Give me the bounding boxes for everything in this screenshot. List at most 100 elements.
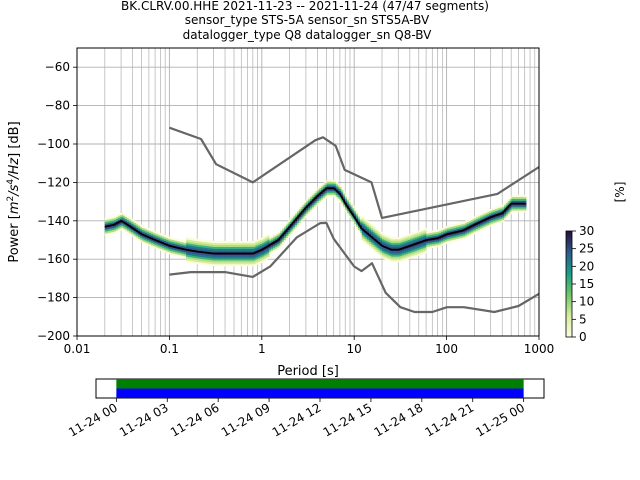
density-cell (199, 241, 202, 244)
density-cell (418, 245, 422, 248)
density-cell (345, 209, 348, 213)
density-cell (359, 224, 362, 228)
density-cell (487, 213, 490, 216)
density-cell (489, 214, 492, 218)
density-cell (524, 204, 527, 207)
y-tick-label: −200 (37, 329, 70, 343)
plot-background (77, 48, 539, 336)
density-cell (239, 264, 242, 267)
density-cell (472, 220, 475, 223)
density-cell (254, 253, 257, 256)
density-cell (306, 200, 309, 203)
density-cell (228, 264, 231, 267)
density-cell (516, 196, 520, 200)
density-cell (321, 197, 324, 200)
density-cell (391, 237, 394, 240)
density-cell (143, 228, 146, 231)
density-cell (365, 223, 368, 226)
density-cell (243, 240, 246, 244)
density-cell (167, 246, 170, 249)
density-cell (378, 235, 381, 239)
density-cell (280, 228, 283, 231)
density-cell (152, 236, 156, 239)
density-cell (393, 244, 396, 248)
density-cell (248, 240, 252, 244)
density-cell (236, 262, 239, 265)
density-cell (189, 257, 192, 260)
density-cell (186, 260, 189, 263)
density-cell (193, 242, 196, 245)
density-cell (208, 259, 211, 262)
density-cell (476, 217, 479, 220)
timeline-tick-label: 11-24 15 (321, 400, 375, 439)
density-cell (285, 229, 289, 233)
density-cell (483, 225, 486, 228)
x-axis-label: Period [s] (277, 364, 339, 379)
density-cell (199, 262, 202, 265)
density-cell (326, 192, 329, 196)
density-cell (411, 255, 414, 258)
density-cell (509, 208, 512, 211)
density-cell (114, 219, 117, 222)
density-cell (459, 232, 462, 235)
density-cell (417, 244, 420, 247)
density-cell (487, 221, 490, 224)
density-cell (265, 254, 268, 257)
density-cell (474, 217, 477, 221)
density-cell (200, 260, 204, 263)
density-cell (241, 242, 244, 246)
density-cell (315, 196, 318, 200)
density-cell (418, 237, 422, 240)
density-cell (171, 252, 174, 256)
density-cell (430, 240, 433, 243)
density-cell (248, 248, 252, 251)
density-cell (380, 235, 383, 238)
density-cell (402, 253, 405, 256)
density-cell (319, 189, 322, 192)
density-cell (507, 212, 510, 215)
density-cell (230, 242, 233, 246)
density-cell (461, 237, 464, 240)
density-cell (204, 249, 207, 252)
density-cell (187, 250, 191, 254)
density-cell (494, 220, 497, 223)
density-cell (492, 222, 496, 226)
density-cell (132, 223, 135, 226)
density-cell (463, 234, 466, 238)
density-cell (457, 228, 460, 231)
density-cell (267, 252, 270, 256)
density-cell (139, 236, 143, 239)
density-cell (117, 229, 120, 232)
density-cell (324, 196, 327, 199)
density-cell (265, 256, 268, 259)
density-cell (269, 236, 272, 239)
density-cell (143, 237, 146, 241)
density-cell (309, 196, 313, 199)
density-cell (112, 225, 115, 229)
density-cell (500, 207, 503, 210)
density-cell (291, 223, 294, 226)
density-cell (154, 235, 157, 238)
density-cell (479, 215, 483, 218)
density-cell (330, 191, 333, 194)
density-cell (261, 246, 265, 249)
density-cell (385, 254, 388, 257)
density-cell (293, 213, 296, 216)
y-tick-label: −140 (37, 214, 70, 228)
density-cell (115, 220, 119, 223)
density-cell (476, 224, 479, 227)
density-cell (191, 259, 194, 262)
density-cell (202, 249, 205, 252)
density-cell (326, 189, 329, 192)
density-cell (261, 260, 265, 263)
density-cell (300, 214, 303, 217)
density-cell (217, 264, 220, 267)
density-cell (226, 250, 229, 253)
density-cell (380, 241, 383, 244)
density-cell (121, 214, 124, 217)
density-cell (121, 218, 124, 221)
density-cell (215, 254, 218, 257)
density-cell (502, 217, 505, 221)
density-cell (511, 200, 514, 203)
density-cell (128, 220, 131, 224)
